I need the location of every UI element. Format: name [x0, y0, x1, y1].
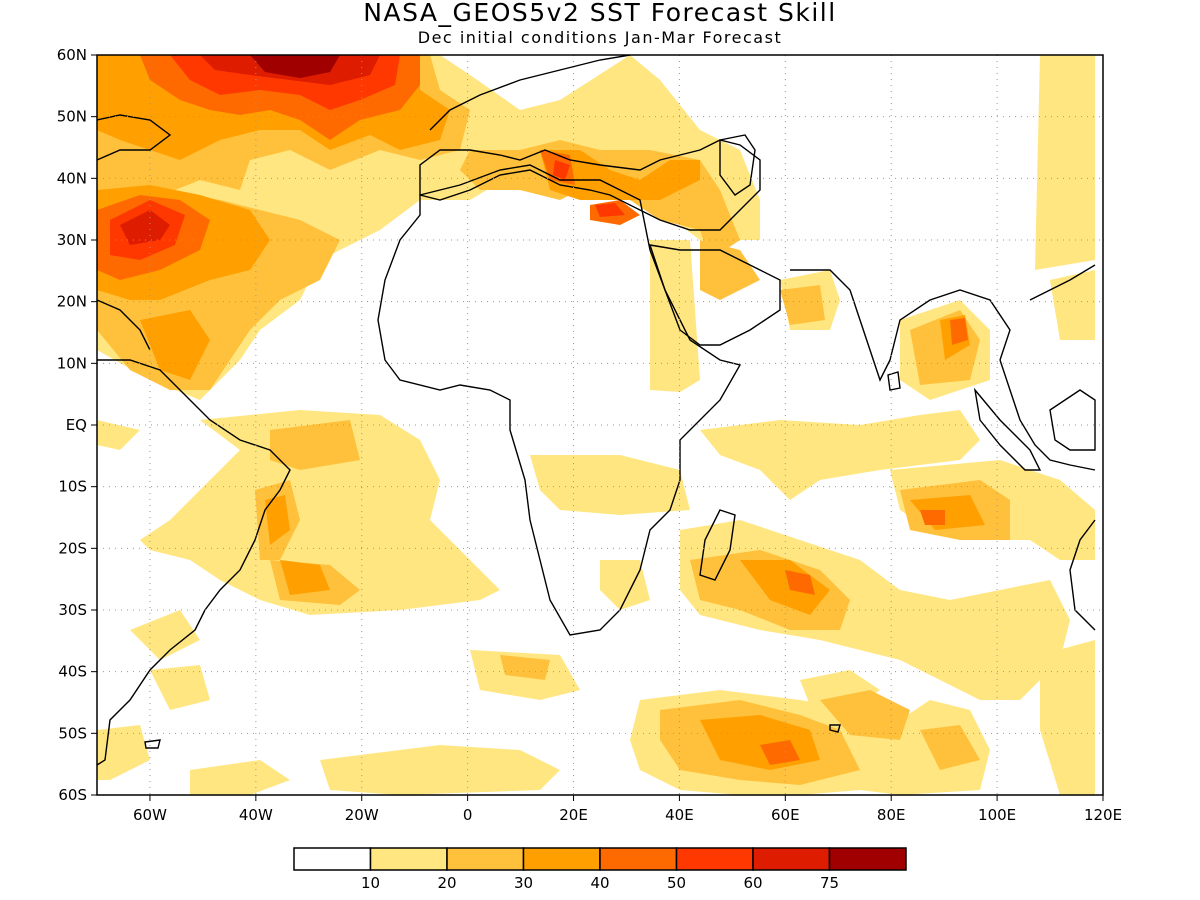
caspian-coastline [719, 134, 756, 196]
colorbar-swatch [752, 847, 831, 871]
srilanka-coastline [887, 371, 901, 391]
colorbar-label: 20 [437, 874, 456, 892]
europe-coastline [419, 139, 761, 231]
lon-tick-label: 80E [877, 806, 906, 824]
colorbar-label: 30 [514, 874, 533, 892]
lat-tick-label: EQ [66, 416, 87, 434]
colorbar-label: 75 [820, 874, 839, 892]
lat-tick-label: 30S [58, 601, 87, 619]
colorbar-swatch [522, 847, 601, 871]
lat-tick-label: 50S [58, 724, 87, 742]
madagascar-coastline [699, 509, 736, 581]
australia-coastline [1069, 519, 1096, 631]
lon-tick-label: 20E [559, 806, 588, 824]
colorbar-swatch [293, 847, 372, 871]
africa-coastline [377, 164, 742, 636]
colorbar-label: 60 [743, 874, 762, 892]
lat-tick-label: 60S [58, 786, 87, 804]
lon-tick-label: 100E [978, 806, 1016, 824]
colorbar-label: 50 [667, 874, 686, 892]
colorbar-swatch [599, 847, 678, 871]
lat-tick-label: 10N [57, 354, 87, 372]
lon-tick-label: 0 [463, 806, 473, 824]
lat-tick-label: 10S [58, 478, 87, 496]
lat-tick-label: 20N [57, 293, 87, 311]
colorbar-swatch [369, 847, 448, 871]
axis-labels: 60N 50N 40N 30N 20N 10N EQ 10S 20S 30S 40S 50S 60S 60… [57, 46, 1122, 824]
map-title: NASA_GEOS5v2 SST Forecast Skill [363, 0, 837, 27]
lat-tick-label: 40N [57, 169, 87, 187]
borneo-coastline [1049, 389, 1096, 451]
lon-tick-label: 120E [1084, 806, 1122, 824]
colorbar-label: 40 [590, 874, 609, 892]
map-subtitle: Dec initial conditions Jan-Mar Forecast [417, 28, 783, 47]
sumatra-coastline [973, 387, 1042, 471]
lat-tick-label: 30N [57, 231, 87, 249]
lon-tick-label: 40E [665, 806, 694, 824]
colorbar: 10 20 30 40 50 60 75 [293, 847, 907, 892]
caribbean-coastline [97, 299, 151, 351]
lon-tick-label: 40W [239, 806, 273, 824]
lat-tick-label: 50N [57, 108, 87, 126]
coastlines [97, 55, 1096, 766]
colorbar-swatch [828, 847, 907, 871]
lat-tick-label: 60N [57, 46, 87, 64]
lon-tick-label: 60W [133, 806, 167, 824]
skill-shading [97, 55, 1095, 795]
colorbar-label: 10 [361, 874, 380, 892]
south-america-coastline [97, 359, 291, 766]
skill-level-75-plus [250, 55, 340, 78]
arabia-coastline [648, 244, 781, 346]
lat-tick-label: 40S [58, 663, 87, 681]
north-america-coastline [97, 114, 172, 161]
se-asia-coastline [999, 359, 1096, 471]
east-asia-coastline [1029, 264, 1096, 301]
colorbar-swatch [446, 847, 525, 871]
scandinavia-coastline [429, 55, 631, 131]
colorbar-swatch [675, 847, 754, 871]
falklands-coastline [144, 739, 161, 749]
lon-tick-label: 20W [345, 806, 379, 824]
island-coastline [829, 724, 841, 733]
india-coastline [790, 269, 1011, 382]
lon-tick-label: 60E [771, 806, 800, 824]
lat-tick-label: 20S [58, 539, 87, 557]
